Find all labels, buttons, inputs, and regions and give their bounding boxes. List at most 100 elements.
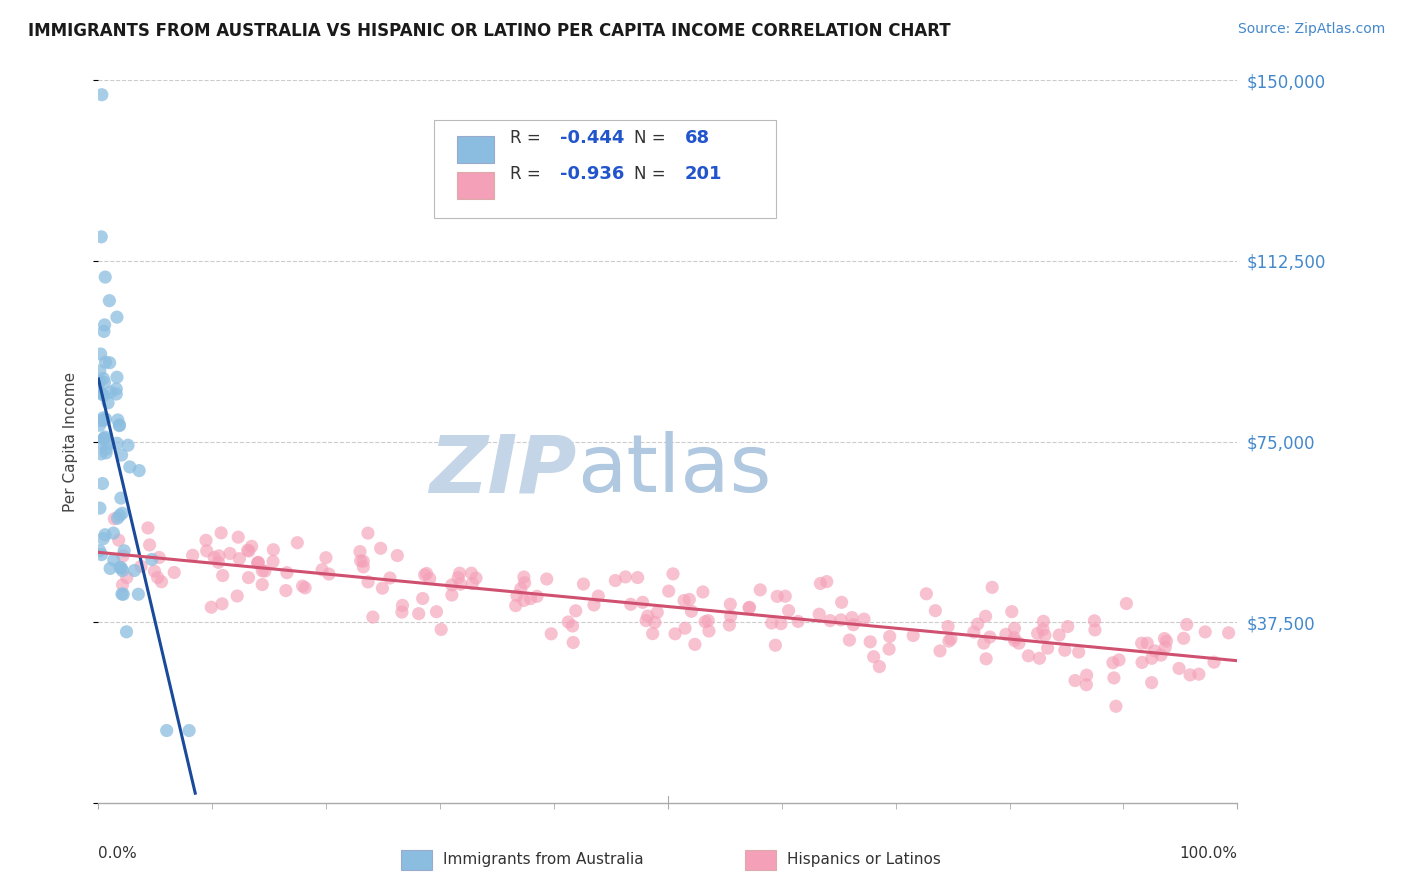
Point bbox=[465, 571, 488, 585]
Point bbox=[107, 413, 129, 427]
Point bbox=[761, 615, 783, 630]
FancyBboxPatch shape bbox=[457, 172, 494, 200]
Point bbox=[815, 574, 838, 589]
Point bbox=[929, 644, 952, 658]
Point bbox=[128, 464, 150, 478]
Point bbox=[148, 550, 170, 565]
Point bbox=[868, 659, 890, 673]
Point bbox=[219, 546, 242, 560]
Point bbox=[349, 554, 371, 568]
Point bbox=[115, 624, 138, 639]
Point bbox=[830, 613, 852, 627]
Point bbox=[681, 604, 703, 618]
Point bbox=[93, 318, 115, 332]
Point bbox=[1036, 641, 1059, 656]
Point bbox=[692, 585, 714, 599]
Point bbox=[449, 566, 471, 581]
Point bbox=[430, 623, 453, 637]
Point bbox=[966, 617, 988, 632]
Point bbox=[1067, 645, 1090, 659]
Point bbox=[440, 578, 463, 592]
Point bbox=[1140, 675, 1163, 690]
Point bbox=[105, 387, 128, 401]
Point bbox=[91, 371, 114, 385]
Point bbox=[100, 385, 122, 400]
Point bbox=[915, 587, 938, 601]
Text: Immigrants from Australia: Immigrants from Australia bbox=[443, 853, 644, 867]
Point bbox=[89, 364, 111, 378]
Point bbox=[1153, 632, 1175, 646]
Point bbox=[853, 612, 876, 626]
Point bbox=[562, 635, 585, 649]
Point bbox=[1001, 605, 1024, 619]
Point bbox=[387, 549, 409, 563]
Point bbox=[96, 446, 118, 460]
Point bbox=[1033, 628, 1056, 642]
Point bbox=[862, 649, 884, 664]
Point bbox=[91, 532, 114, 546]
Point bbox=[105, 436, 128, 450]
Point bbox=[111, 564, 134, 578]
Point bbox=[808, 607, 831, 622]
Point bbox=[108, 418, 131, 433]
Point bbox=[1047, 628, 1070, 642]
Point bbox=[136, 521, 159, 535]
Point bbox=[150, 574, 173, 589]
Point bbox=[117, 438, 139, 452]
Point bbox=[352, 559, 374, 574]
Point bbox=[664, 627, 686, 641]
Point bbox=[240, 539, 263, 553]
Point bbox=[627, 570, 650, 584]
Point bbox=[763, 638, 786, 652]
Point bbox=[105, 382, 128, 396]
Point bbox=[1173, 632, 1195, 646]
Point bbox=[1076, 668, 1098, 682]
Point bbox=[1004, 621, 1026, 635]
Point bbox=[98, 561, 121, 575]
Point bbox=[226, 530, 249, 544]
Point bbox=[94, 430, 117, 444]
Point bbox=[93, 413, 115, 427]
Point bbox=[1084, 623, 1107, 637]
Point bbox=[1150, 648, 1173, 662]
Point bbox=[94, 270, 117, 285]
Point bbox=[211, 568, 233, 582]
Point bbox=[1130, 656, 1153, 670]
Point bbox=[1130, 636, 1153, 650]
Point bbox=[1140, 651, 1163, 665]
Point bbox=[90, 347, 112, 361]
Point bbox=[202, 550, 225, 565]
Point bbox=[252, 577, 274, 591]
Point bbox=[1105, 699, 1128, 714]
Point bbox=[94, 355, 117, 369]
Point bbox=[974, 652, 997, 666]
Point bbox=[103, 512, 125, 526]
Point bbox=[697, 624, 720, 638]
Point bbox=[460, 566, 482, 581]
Point bbox=[97, 396, 120, 410]
Point bbox=[118, 460, 141, 475]
Point bbox=[112, 549, 135, 563]
Point bbox=[1026, 626, 1049, 640]
Point bbox=[1083, 614, 1105, 628]
Point bbox=[645, 606, 668, 620]
Point bbox=[90, 87, 112, 102]
Point bbox=[108, 508, 131, 523]
Point bbox=[572, 577, 595, 591]
Point bbox=[238, 571, 260, 585]
Point bbox=[859, 635, 882, 649]
Point bbox=[1032, 623, 1054, 637]
Text: Source: ZipAtlas.com: Source: ZipAtlas.com bbox=[1237, 22, 1385, 37]
Text: R =: R = bbox=[509, 165, 546, 183]
Point bbox=[361, 610, 384, 624]
Point bbox=[412, 591, 434, 606]
Point bbox=[127, 587, 149, 601]
Point bbox=[1002, 631, 1025, 645]
Point bbox=[673, 621, 696, 635]
Y-axis label: Per Capita Income: Per Capita Income bbox=[63, 371, 77, 512]
Point bbox=[415, 566, 437, 581]
Point bbox=[357, 574, 380, 589]
Point bbox=[391, 599, 413, 613]
Point bbox=[1156, 634, 1178, 648]
Point bbox=[1056, 619, 1078, 633]
